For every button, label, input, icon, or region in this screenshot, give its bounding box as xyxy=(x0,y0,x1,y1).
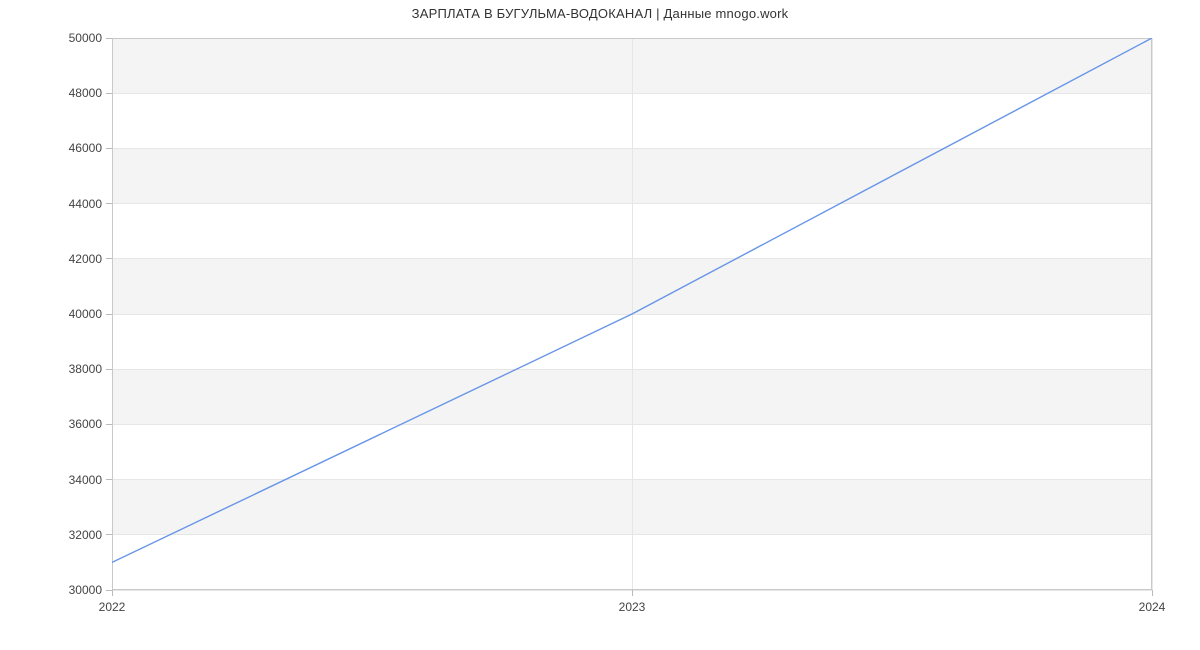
y-tick-mark xyxy=(106,148,112,149)
y-tick-mark xyxy=(106,203,112,204)
y-tick-label: 42000 xyxy=(69,252,102,266)
y-tick-label: 50000 xyxy=(69,31,102,45)
plot-area xyxy=(112,38,1152,590)
x-tick-label: 2023 xyxy=(619,600,646,614)
y-tick-mark xyxy=(106,424,112,425)
y-tick-mark xyxy=(106,38,112,39)
y-tick-label: 46000 xyxy=(69,141,102,155)
y-tick-mark xyxy=(106,534,112,535)
y-tick-mark xyxy=(106,258,112,259)
x-tick-mark xyxy=(632,590,633,596)
y-tick-label: 44000 xyxy=(69,197,102,211)
y-tick-label: 32000 xyxy=(69,528,102,542)
x-tick-label: 2024 xyxy=(1139,600,1166,614)
salary-line-chart: ЗАРПЛАТА В БУГУЛЬМА-ВОДОКАНАЛ | Данные m… xyxy=(0,0,1200,650)
y-tick-label: 34000 xyxy=(69,473,102,487)
y-tick-mark xyxy=(106,479,112,480)
y-tick-mark xyxy=(106,369,112,370)
chart-title: ЗАРПЛАТА В БУГУЛЬМА-ВОДОКАНАЛ | Данные m… xyxy=(0,6,1200,21)
x-tick-mark xyxy=(1152,590,1153,596)
y-tick-mark xyxy=(106,93,112,94)
y-tick-label: 40000 xyxy=(69,307,102,321)
x-tick-label: 2022 xyxy=(99,600,126,614)
x-tick-mark xyxy=(112,590,113,596)
y-tick-mark xyxy=(106,314,112,315)
y-tick-label: 48000 xyxy=(69,86,102,100)
y-tick-label: 38000 xyxy=(69,362,102,376)
y-tick-label: 36000 xyxy=(69,417,102,431)
y-tick-label: 30000 xyxy=(69,583,102,597)
series-salary xyxy=(112,38,1152,590)
